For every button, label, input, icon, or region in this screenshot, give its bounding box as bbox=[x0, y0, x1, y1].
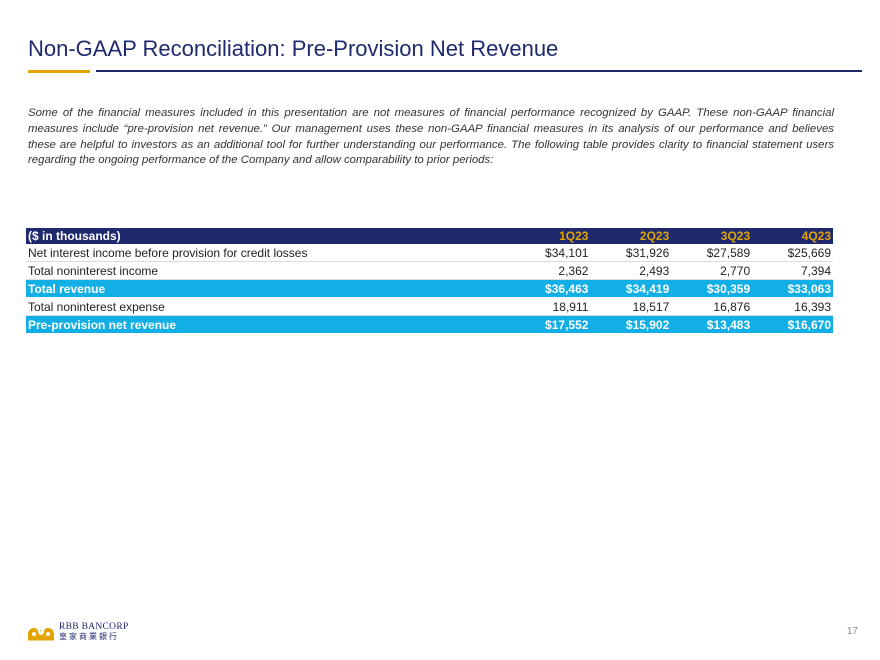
table-total-row: Pre-provision net revenue $17,552 $15,902 $… bbox=[26, 315, 833, 334]
column-header-3q23: 3Q23 bbox=[671, 228, 753, 244]
row-value: $27,589 bbox=[671, 244, 753, 262]
table-row: Total noninterest expense 18,911 18,517 16,… bbox=[26, 297, 833, 316]
row-label: Total revenue bbox=[26, 279, 510, 298]
intro-paragraph: Some of the financial measures included … bbox=[28, 107, 834, 167]
row-value: 16,393 bbox=[752, 297, 833, 316]
row-label: Net interest income before provision for… bbox=[26, 244, 510, 262]
row-value: $13,483 bbox=[671, 315, 753, 334]
row-value: 18,517 bbox=[590, 297, 672, 316]
row-value: $30,359 bbox=[671, 279, 753, 298]
crown-logo-icon bbox=[27, 628, 55, 641]
row-value: $33,063 bbox=[752, 279, 833, 298]
title-divider-rule bbox=[96, 70, 862, 72]
row-value: $15,902 bbox=[590, 315, 672, 334]
table-row: Net interest income before provision for… bbox=[26, 244, 833, 262]
row-value: $17,552 bbox=[509, 315, 591, 334]
page-number: 17 bbox=[846, 626, 858, 637]
row-value: $34,101 bbox=[509, 244, 591, 262]
row-value: 16,876 bbox=[671, 297, 753, 316]
row-value: $16,670 bbox=[752, 315, 833, 334]
row-value: $36,463 bbox=[509, 279, 591, 298]
column-header-4q23: 4Q23 bbox=[752, 228, 833, 244]
row-value: 2,770 bbox=[671, 261, 753, 280]
column-header-units: ($ in thousands) bbox=[26, 228, 510, 244]
row-value: 2,493 bbox=[590, 261, 672, 280]
company-logo: RBB BANCORP 皇家商業銀行 bbox=[26, 620, 129, 644]
table-row: Total noninterest income 2,362 2,493 2,770 7… bbox=[26, 261, 833, 280]
table-total-row: Total revenue $36,463 $34,419 $30,359 $33,06… bbox=[26, 279, 833, 298]
row-label: Total noninterest expense bbox=[26, 297, 510, 316]
title-accent-rule bbox=[28, 70, 90, 73]
column-header-2q23: 2Q23 bbox=[590, 228, 672, 244]
logo-wordmark: RBB BANCORP bbox=[59, 622, 129, 632]
row-value: 2,362 bbox=[509, 261, 591, 280]
row-value: $25,669 bbox=[752, 244, 833, 262]
page-title: Non-GAAP Reconciliation: Pre-Provision N… bbox=[28, 36, 559, 61]
row-value: $34,419 bbox=[590, 279, 672, 298]
row-value: 7,394 bbox=[752, 261, 833, 280]
row-label: Total noninterest income bbox=[26, 261, 510, 280]
column-header-1q23: 1Q23 bbox=[509, 228, 591, 244]
logo-chinese-name: 皇家商業銀行 bbox=[59, 632, 119, 641]
row-value: 18,911 bbox=[509, 297, 591, 316]
table-header-row: ($ in thousands) 1Q23 2Q23 3Q23 4Q23 bbox=[26, 228, 833, 244]
row-label: Pre-provision net revenue bbox=[26, 315, 510, 334]
reconciliation-table: ($ in thousands) 1Q23 2Q23 3Q23 4Q23 Net… bbox=[26, 228, 833, 334]
row-value: $31,926 bbox=[590, 244, 672, 262]
table-body: Net interest income before provision for… bbox=[26, 244, 833, 334]
